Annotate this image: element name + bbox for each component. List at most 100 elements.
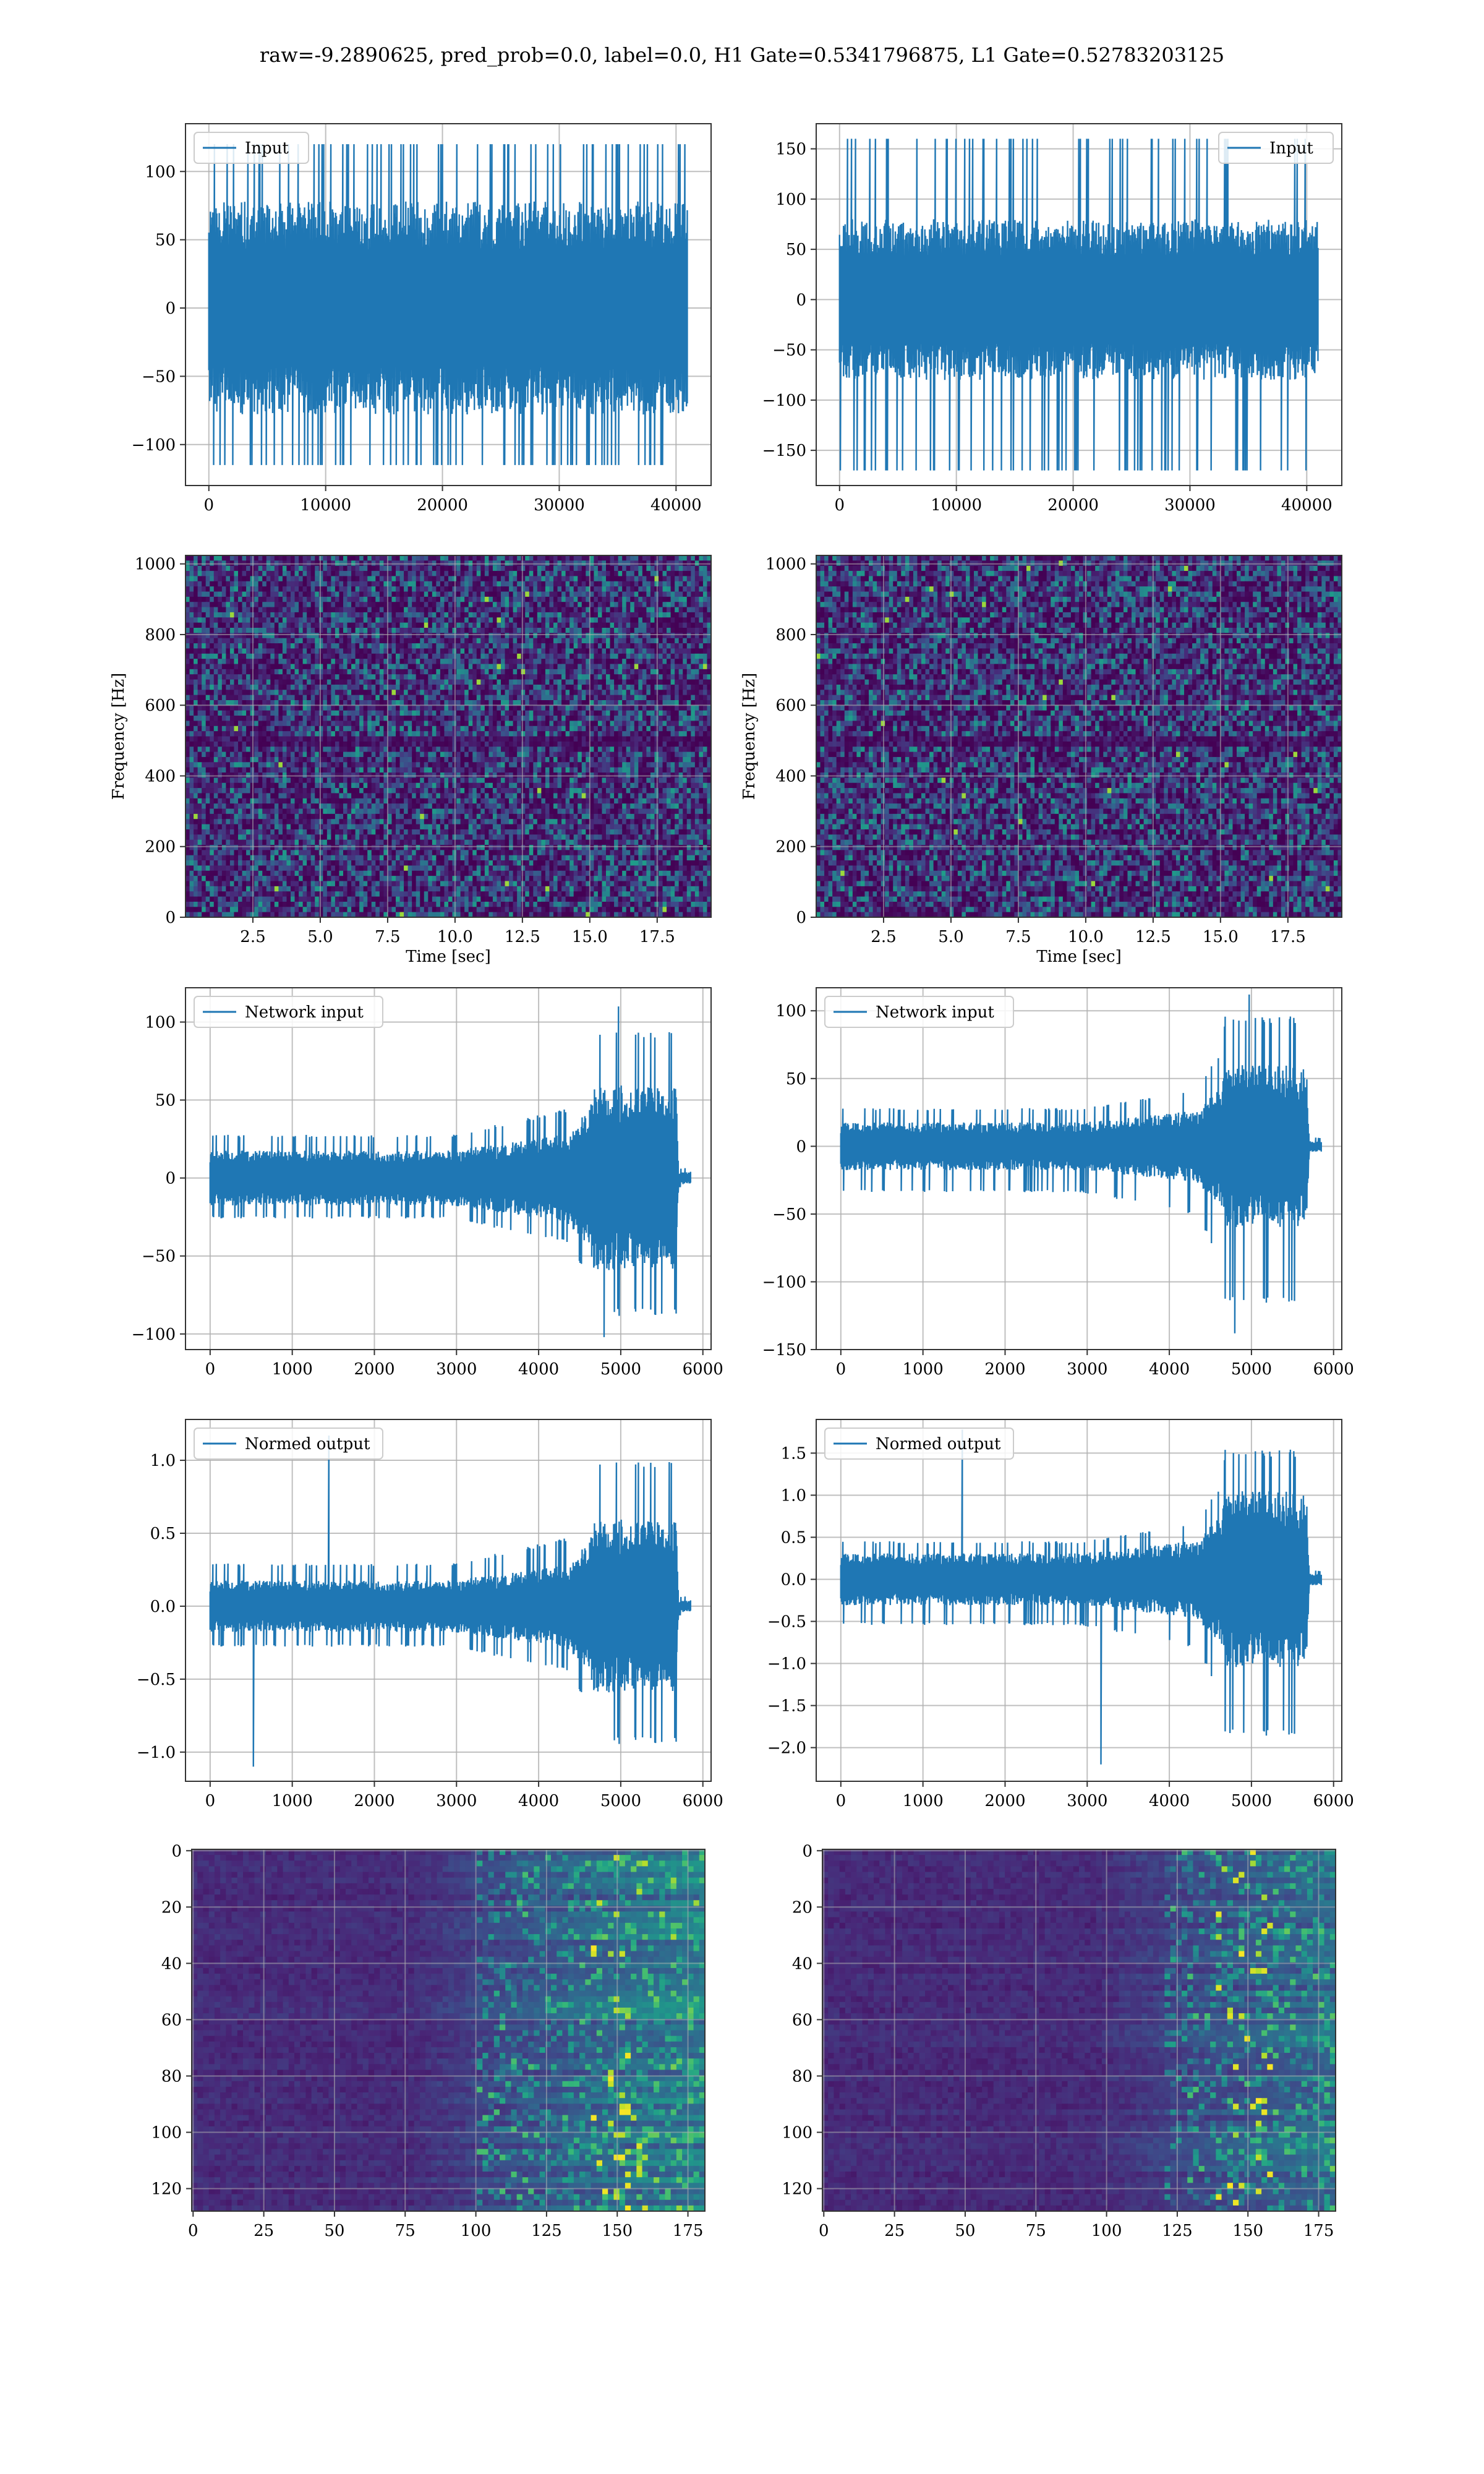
heatmap-cell: [310, 695, 315, 701]
heatmap-cell: [541, 695, 546, 701]
heatmap-cell: [318, 736, 323, 742]
heatmap-cell: [513, 607, 518, 613]
heatmap-cell: [468, 736, 473, 742]
heatmap-cell: [460, 731, 465, 737]
y-tick-label: −150: [762, 442, 806, 460]
heatmap-cell: [472, 638, 477, 644]
heatmap-cell: [286, 571, 291, 577]
heatmap-cell: [650, 731, 655, 737]
heatmap-cell: [383, 731, 388, 737]
heatmap-cell: [691, 710, 696, 716]
heatmap-cell: [197, 612, 202, 618]
heatmap-cell: [670, 622, 675, 628]
heatmap-cell: [444, 741, 449, 747]
heatmap-cell: [189, 633, 194, 639]
heatmap-cell: [537, 700, 542, 706]
heatmap-cell: [189, 586, 194, 593]
heatmap-cell: [254, 555, 259, 561]
heatmap-cell: [436, 653, 441, 659]
heatmap-cell: [630, 633, 635, 639]
heatmap-cell: [391, 679, 396, 685]
heatmap-cell: [659, 633, 663, 639]
heatmap-cell: [545, 679, 550, 685]
heatmap-cell: [428, 710, 433, 716]
heatmap-cell: [331, 710, 336, 716]
heatmap-cell: [326, 700, 331, 706]
heatmap-cell: [707, 602, 711, 608]
heatmap-cell: [667, 555, 672, 561]
heatmap-cell: [404, 716, 409, 722]
heatmap-cell: [335, 586, 340, 593]
heatmap-cell: [326, 638, 331, 644]
heatmap-cell: [581, 617, 586, 623]
heatmap-cell: [189, 622, 194, 628]
heatmap-cell: [569, 565, 574, 571]
heatmap-cell: [505, 736, 510, 742]
heatmap-cell: [707, 581, 711, 587]
heatmap-cell: [416, 591, 420, 597]
heatmap-cell: [266, 726, 271, 732]
heatmap-cell: [383, 628, 388, 633]
heatmap-cell: [569, 741, 574, 747]
heatmap-cell: [270, 633, 275, 639]
heatmap-cell: [221, 705, 226, 711]
heatmap-cell: [602, 617, 607, 623]
heatmap-cell: [670, 581, 675, 587]
heatmap-cell: [302, 653, 307, 659]
heatmap-cell: [444, 736, 449, 742]
heatmap-cell: [464, 710, 469, 716]
heatmap-cell: [614, 596, 619, 602]
heatmap-cell: [586, 591, 591, 597]
heatmap-cell: [282, 710, 288, 716]
heatmap-cell: [659, 617, 663, 623]
heatmap-cell: [194, 581, 198, 587]
heatmap-cell: [505, 591, 510, 597]
heatmap-cell: [650, 565, 655, 571]
heatmap-cell: [521, 653, 526, 659]
heatmap-cell: [594, 581, 599, 587]
heatmap-cell: [266, 710, 271, 716]
heatmap-cell: [371, 705, 376, 711]
heatmap-cell: [278, 622, 283, 628]
heatmap-cell: [343, 586, 348, 593]
heatmap-cell: [391, 633, 396, 639]
heatmap-cell: [246, 648, 251, 654]
heatmap-cell: [662, 571, 667, 577]
heatmap-cell: [242, 736, 247, 742]
heatmap-cell: [189, 596, 194, 602]
heatmap-cell: [622, 726, 627, 732]
heatmap-cell: [420, 591, 425, 597]
heatmap-cell: [189, 747, 194, 753]
heatmap-cell: [436, 669, 441, 675]
heatmap-cell: [476, 721, 481, 727]
heatmap-cell: [246, 643, 251, 649]
heatmap-cell: [205, 741, 210, 747]
heatmap-cell: [484, 555, 489, 561]
heatmap-cell: [472, 617, 477, 623]
heatmap-cell: [497, 591, 501, 597]
heatmap-cell: [351, 669, 356, 675]
heatmap-cell: [246, 731, 251, 737]
heatmap-cell: [549, 555, 554, 561]
heatmap-cell: [448, 679, 453, 685]
heatmap-cell: [659, 628, 663, 633]
heatmap-cell: [428, 653, 433, 659]
heatmap-cell: [343, 622, 348, 628]
heatmap-cell: [501, 617, 506, 623]
heatmap-cell: [396, 716, 401, 722]
heatmap-cell: [694, 571, 699, 577]
heatmap-cell: [444, 648, 449, 654]
heatmap-cell: [650, 664, 655, 670]
heatmap-cell: [597, 731, 603, 737]
axes-frame: [185, 123, 712, 486]
heatmap-cell: [602, 607, 607, 613]
heatmap-cell: [213, 622, 218, 628]
heatmap-cell: [274, 565, 279, 571]
heatmap-cell: [302, 731, 307, 737]
heatmap-cell: [533, 659, 538, 665]
heatmap-cell: [626, 705, 631, 711]
heatmap-cell: [561, 653, 566, 659]
heatmap-cell: [383, 565, 388, 571]
heatmap-cell: [488, 716, 493, 722]
heatmap-cell: [707, 653, 711, 659]
